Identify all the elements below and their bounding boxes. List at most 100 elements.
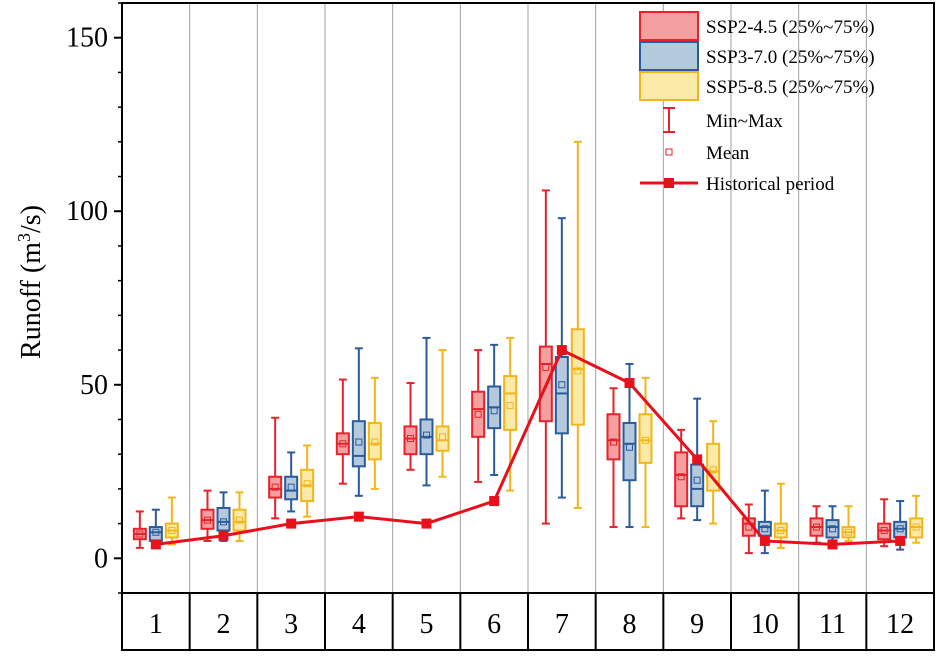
box-mean-marker [136,530,144,538]
y-tick-label: 50 [80,370,108,401]
box-mean-marker [303,480,311,488]
legend-historical-marker [664,178,674,188]
x-category-label: 10 [751,609,779,640]
box-mean-marker [371,438,379,446]
x-category-label: 8 [623,609,637,640]
legend-box-swatch [639,41,699,71]
historical-point [421,518,432,529]
box-mean-marker [287,483,295,491]
historical-point [150,539,161,550]
box-mean-marker [626,443,633,451]
y-axis-title-sup: 3 [14,233,34,242]
historical-point [624,378,635,389]
box-mean-marker [204,516,211,524]
box-mean-marker [220,518,227,526]
x-category-label: 6 [487,609,501,640]
box-mean-marker [439,433,446,441]
legend-box-swatch [639,71,699,101]
historical-point [353,511,364,522]
box-iqr [554,356,569,435]
box-mean-marker [152,528,160,536]
box-mean-marker [542,363,550,371]
box-mean-marker [880,527,888,535]
box-iqr [403,425,418,456]
category-separators [189,3,867,593]
box-iqr [690,463,705,508]
y-tick-label: 100 [66,196,108,227]
box-mean-marker [474,410,482,418]
box-mean-marker [355,438,363,446]
box-mean-marker [829,525,836,533]
x-category-label: 1 [149,609,163,640]
legend-box-swatch [639,11,699,41]
box-mean-marker [912,523,920,531]
box-mean-marker [236,516,243,524]
box-mean-marker [896,525,904,533]
x-category-label: 4 [352,609,366,640]
y-axis: 0 50 100 150 [66,2,122,594]
box-iqr [232,508,247,532]
legend-mean-label: Mean [706,143,750,164]
legend-minmax-label: Min~Max [706,111,783,132]
x-category-label: 9 [690,609,704,640]
y-tick-label: 0 [94,543,108,574]
legend-mean-marker [665,148,673,156]
historical-point [556,345,567,356]
box-iqr [606,413,621,461]
historical-point [218,530,229,541]
box-mean-marker [761,525,769,533]
box-mean-marker [677,473,685,481]
box-iqr [825,519,840,539]
x-category-label: 2 [217,609,231,640]
box-iqr [622,421,637,482]
box-mean-marker [168,527,176,535]
historical-point [895,535,906,546]
historical-series [150,345,906,550]
box-iqr [284,475,299,501]
x-axis-category-table: 1 2 3 4 5 6 7 8 9 10 11 12 [121,592,935,651]
box-mean-marker [574,367,582,375]
box-mean-marker [490,407,498,415]
historical-point [827,539,838,550]
x-category-label: 12 [886,609,914,640]
box-mean-marker [709,466,717,474]
box-mean-marker [777,527,785,535]
box-mean-marker [271,483,279,491]
legend: SSP2-4.5 (25%~75%) SSP3-7.0 (25%~75%) SSP5… [639,11,875,195]
box-mean-marker [693,476,701,484]
box-mean-marker [558,381,566,389]
box-plots [132,140,924,555]
historical-point [692,454,703,465]
box-mean-marker [845,528,852,536]
box-series-3 [164,140,924,549]
y-tick-label: 150 [66,23,108,54]
y-axis-title-tail: /s) [16,205,47,233]
box-iqr [268,475,283,499]
x-category-label: 3 [284,609,298,640]
y-axis-title: Runoff (m3/s) [14,205,47,359]
box-mean-marker [610,438,617,446]
box-mean-marker [506,402,514,410]
box-iqr [351,420,366,468]
box-iqr [435,425,450,452]
legend-label: SSP2-4.5 (25%~75%) [706,17,875,38]
box-mean-marker [813,523,820,531]
box-mean-marker [642,436,649,444]
x-category-label: 5 [420,609,434,640]
box-iqr [570,328,585,426]
box-mean-marker [339,440,347,448]
historical-point [759,535,770,546]
box-mean-marker [423,431,430,439]
historical-point [286,518,297,529]
historical-line [155,348,901,546]
legend-label: SSP5-8.5 (25%~75%) [706,77,875,98]
legend-historical-label: Historical period [706,174,835,195]
legend-label: SSP3-7.0 (25%~75%) [706,47,875,68]
box-series-1 [132,189,892,555]
x-category-label: 11 [819,609,846,640]
x-category-label: 7 [555,609,569,640]
box-mean-marker [407,435,414,443]
historical-point [489,496,500,507]
box-iqr [638,413,653,464]
